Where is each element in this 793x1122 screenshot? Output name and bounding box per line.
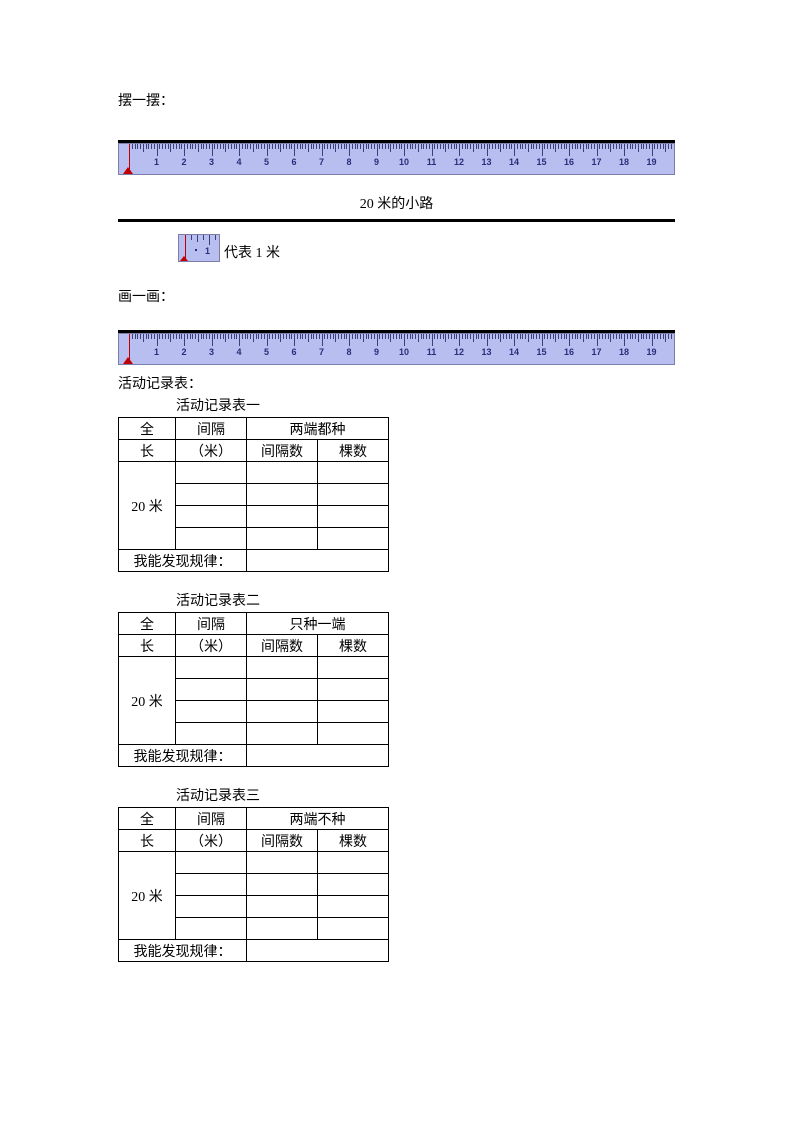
section-arrange-label: 摆一摆： bbox=[118, 90, 675, 110]
data-cell bbox=[318, 723, 389, 745]
ruler-bottom-wrap: 12345678910111213141516171819 bbox=[118, 330, 675, 365]
worksheet-page: 摆一摆： 12345678910111213141516171819 20 米的… bbox=[0, 0, 793, 1122]
subcol-interval-count: 间隔数 bbox=[247, 635, 318, 657]
col-interval-header: 间隔 bbox=[176, 613, 247, 635]
data-cell bbox=[318, 896, 389, 918]
data-cell bbox=[247, 484, 318, 506]
ruler-origin-arrow bbox=[123, 167, 133, 174]
col-length-header: 全 bbox=[119, 418, 176, 440]
data-cell bbox=[176, 918, 247, 940]
data-cell bbox=[176, 528, 247, 550]
data-cell bbox=[247, 528, 318, 550]
data-cell bbox=[318, 701, 389, 723]
data-cell bbox=[318, 679, 389, 701]
col-interval-header: 间隔 bbox=[176, 808, 247, 830]
length-cell: 20 米 bbox=[119, 852, 176, 940]
col-length-header: 全 bbox=[119, 613, 176, 635]
ruler-top-wrap: 12345678910111213141516171819 bbox=[118, 140, 675, 175]
road-caption: 20 米的小路 bbox=[118, 193, 675, 213]
data-cell bbox=[247, 679, 318, 701]
section-draw-label: 画一画： bbox=[118, 286, 675, 306]
length-cell: 20 米 bbox=[119, 657, 176, 745]
data-cell bbox=[176, 484, 247, 506]
road-line bbox=[118, 219, 675, 222]
subcol-tree-count: 棵数 bbox=[318, 830, 389, 852]
mini-ruler: 1 bbox=[178, 234, 220, 262]
data-cell bbox=[247, 723, 318, 745]
subcol-interval-count: 间隔数 bbox=[247, 830, 318, 852]
rule-value-cell bbox=[247, 940, 389, 962]
col-case-header: 两端都种 bbox=[247, 418, 389, 440]
data-cell bbox=[318, 484, 389, 506]
data-cell bbox=[176, 874, 247, 896]
data-cell bbox=[247, 657, 318, 679]
data-cell bbox=[247, 462, 318, 484]
data-cell bbox=[176, 657, 247, 679]
col-interval-unit: （米） bbox=[176, 635, 247, 657]
data-cell bbox=[247, 896, 318, 918]
data-cell bbox=[318, 657, 389, 679]
record-table-3: 全间隔两端不种长（米）间隔数棵数 20 米我能发现规律： bbox=[118, 807, 389, 962]
col-length-header: 全 bbox=[119, 808, 176, 830]
length-cell: 20 米 bbox=[119, 462, 176, 550]
unit-legend-row: 1 代表 1 米 bbox=[178, 234, 675, 262]
records-heading: 活动记录表： bbox=[118, 373, 675, 393]
record-table-1: 全间隔两端都种长（米）间隔数棵数 20 米我能发现规律： bbox=[118, 417, 389, 572]
data-cell bbox=[318, 918, 389, 940]
col-length-header-2: 长 bbox=[119, 440, 176, 462]
subcol-tree-count: 棵数 bbox=[318, 440, 389, 462]
data-cell bbox=[176, 506, 247, 528]
data-cell bbox=[247, 874, 318, 896]
subcol-tree-count: 棵数 bbox=[318, 635, 389, 657]
ruler-origin-arrow bbox=[123, 357, 133, 364]
data-cell bbox=[318, 852, 389, 874]
data-cell bbox=[247, 852, 318, 874]
tables-container: 活动记录表一全间隔两端都种长（米）间隔数棵数20 米我能发现规律：活动记录表二全… bbox=[118, 395, 675, 962]
data-cell bbox=[176, 462, 247, 484]
data-cell bbox=[247, 506, 318, 528]
col-interval-header: 间隔 bbox=[176, 418, 247, 440]
unit-legend-text: 代表 1 米 bbox=[224, 242, 280, 262]
table-title: 活动记录表二 bbox=[176, 590, 675, 610]
col-length-header-2: 长 bbox=[119, 830, 176, 852]
col-case-header: 两端不种 bbox=[247, 808, 389, 830]
col-interval-unit: （米） bbox=[176, 440, 247, 462]
data-cell bbox=[176, 852, 247, 874]
record-table-2: 全间隔只种一端长（米）间隔数棵数 20 米我能发现规律： bbox=[118, 612, 389, 767]
data-cell bbox=[176, 896, 247, 918]
rule-value-cell bbox=[247, 745, 389, 767]
data-cell bbox=[176, 701, 247, 723]
col-length-header-2: 长 bbox=[119, 635, 176, 657]
rule-value-cell bbox=[247, 550, 389, 572]
rule-label-cell: 我能发现规律： bbox=[119, 940, 247, 962]
table-title: 活动记录表一 bbox=[176, 395, 675, 415]
subcol-interval-count: 间隔数 bbox=[247, 440, 318, 462]
rule-label-cell: 我能发现规律： bbox=[119, 745, 247, 767]
col-interval-unit: （米） bbox=[176, 830, 247, 852]
data-cell bbox=[176, 679, 247, 701]
col-case-header: 只种一端 bbox=[247, 613, 389, 635]
data-cell bbox=[318, 506, 389, 528]
data-cell bbox=[247, 701, 318, 723]
data-cell bbox=[318, 874, 389, 896]
ruler-bottom: 12345678910111213141516171819 bbox=[118, 333, 675, 365]
data-cell bbox=[247, 918, 318, 940]
table-title: 活动记录表三 bbox=[176, 785, 675, 805]
data-cell bbox=[176, 723, 247, 745]
data-cell bbox=[318, 462, 389, 484]
ruler-top: 12345678910111213141516171819 bbox=[118, 143, 675, 175]
rule-label-cell: 我能发现规律： bbox=[119, 550, 247, 572]
data-cell bbox=[318, 528, 389, 550]
